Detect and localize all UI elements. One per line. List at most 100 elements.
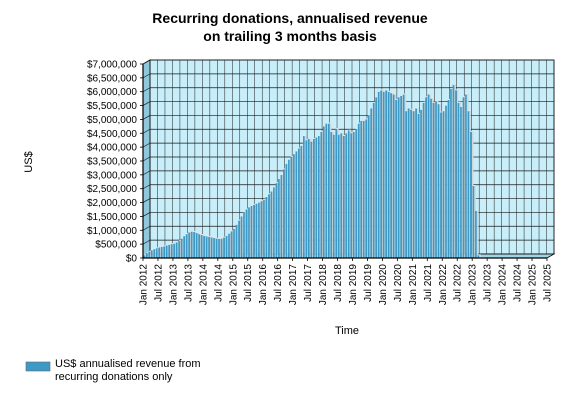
bar-top	[193, 230, 197, 232]
bar-top	[205, 235, 210, 237]
legend-swatch	[25, 361, 51, 372]
bar-front	[168, 244, 171, 258]
bar-front	[435, 101, 437, 259]
bar-front	[375, 97, 378, 258]
bar-front	[245, 209, 248, 258]
bar-front	[437, 104, 440, 258]
bar-top	[465, 93, 469, 95]
bar-top	[467, 110, 471, 112]
bar-top	[360, 119, 364, 121]
bar-top	[407, 107, 412, 109]
bar-front	[175, 242, 178, 258]
x-tick-label: Jan 2023	[468, 264, 479, 306]
bar-front	[293, 154, 295, 258]
bar-top	[475, 209, 479, 211]
bar-front	[248, 207, 250, 258]
bar-front	[427, 94, 430, 258]
bar-front	[477, 255, 480, 258]
bar-front	[203, 235, 205, 258]
bar-front	[460, 106, 462, 258]
bar-front	[235, 224, 238, 258]
bar-front	[320, 131, 323, 258]
bar-front	[303, 136, 305, 258]
bar-front	[360, 120, 363, 258]
bar-side	[476, 209, 479, 258]
y-tick-label: $500,000	[95, 240, 137, 251]
bar-front	[283, 169, 285, 258]
bar-front	[422, 102, 425, 258]
bar-front	[163, 246, 166, 258]
chart-title-line-2: on trailing 3 months basis	[203, 28, 377, 44]
bars	[143, 83, 481, 259]
grid-line-side	[142, 198, 151, 203]
bar-front	[352, 131, 355, 258]
bar-front	[380, 90, 383, 258]
bar-top	[385, 89, 389, 91]
x-tick-label: Jan 2022	[438, 264, 449, 306]
grid-line-side	[142, 59, 151, 65]
bar-front	[270, 191, 273, 258]
bar-front	[350, 133, 353, 258]
bar-front	[200, 234, 203, 258]
y-tick-labels: $0 $500,000 $1,000,000 $1,500,000 $2,000,000…	[87, 60, 137, 265]
bar-top	[410, 108, 414, 110]
bar-front	[462, 97, 465, 258]
bar-front	[330, 131, 333, 258]
bar-front	[457, 102, 460, 258]
bar-top	[303, 135, 307, 137]
bar-front	[367, 115, 370, 259]
bar-front	[223, 237, 225, 258]
bar-front	[407, 108, 410, 258]
bar-front	[288, 159, 290, 258]
grid-line-side	[142, 170, 151, 176]
bar-top	[307, 137, 312, 139]
x-tick-label: Jul 2025	[543, 264, 554, 302]
x-tick-label: Jul 2021	[423, 264, 434, 302]
bar-top	[455, 89, 459, 91]
bar-top	[402, 93, 407, 95]
axes	[140, 63, 547, 259]
bar-front	[387, 91, 390, 258]
x-tick-label: Jul 2013	[183, 264, 194, 302]
bar-top	[170, 243, 175, 245]
legend-label: US$ annualised revenue from recurring don…	[55, 358, 201, 383]
bar-top	[210, 236, 215, 238]
bar-front	[193, 231, 196, 258]
x-tick-label: Jan 2021	[408, 264, 419, 306]
bar-top	[158, 246, 162, 248]
grid-line-side	[142, 115, 151, 120]
bar-front	[382, 91, 385, 258]
bar-front	[165, 245, 168, 258]
bar-front	[183, 236, 186, 258]
bar-top	[477, 254, 481, 256]
y-tick-label: $6,000,000	[87, 87, 137, 98]
bar-top	[195, 232, 200, 234]
bar-front	[233, 228, 235, 258]
bar-top	[198, 233, 202, 235]
bar-top	[452, 83, 456, 85]
bar-front	[143, 255, 146, 258]
bar-front	[265, 197, 268, 258]
bar-top	[415, 107, 419, 109]
bar-front	[180, 238, 183, 258]
bar-top	[430, 97, 434, 99]
x-tick-label: Jul 2015	[243, 264, 254, 302]
bar-front	[178, 240, 181, 258]
bar-front	[295, 151, 298, 258]
bar-front	[198, 234, 201, 258]
bar-front	[185, 234, 188, 258]
bar-front	[148, 251, 151, 258]
bar-front	[455, 90, 457, 258]
bar-front	[412, 111, 415, 258]
bar-front	[195, 233, 198, 258]
y-axis-label: US$	[23, 151, 35, 172]
bar-front	[452, 84, 455, 259]
bar-front	[250, 205, 253, 258]
y-tick-label: $3,500,000	[87, 157, 137, 168]
bar-front	[238, 220, 240, 258]
bar-top	[218, 237, 222, 239]
grid-line-side	[142, 212, 151, 217]
bar-front	[377, 91, 380, 258]
bar-front	[467, 111, 470, 258]
x-tick-label: Jan 2012	[139, 264, 150, 306]
